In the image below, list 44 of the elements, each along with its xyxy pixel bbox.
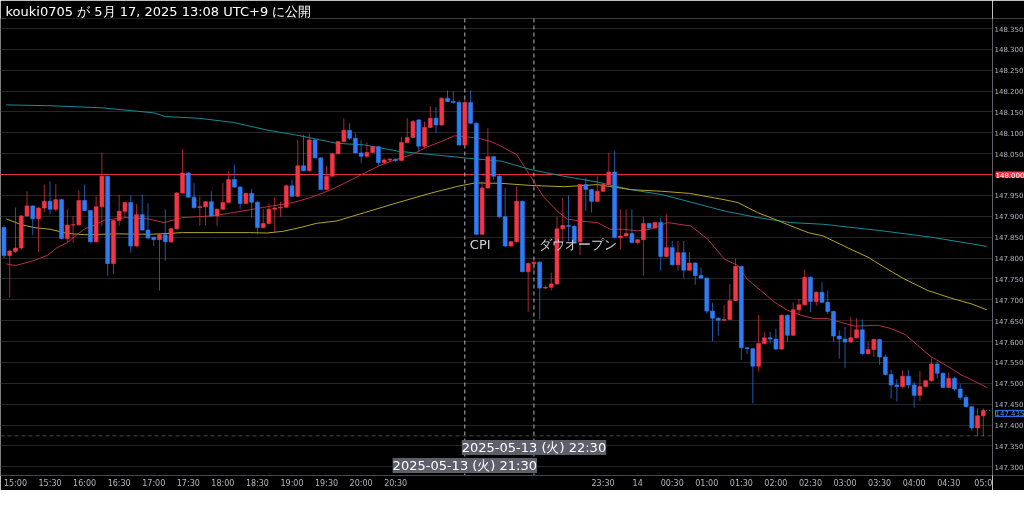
candlestick xyxy=(163,208,168,262)
ref-line-label: CPI xyxy=(469,237,491,253)
candlestick xyxy=(860,318,865,356)
x-tick-label: 00:30 xyxy=(660,478,684,488)
x-tick-label: 02:30 xyxy=(798,478,822,488)
x-tick-label: 01:00 xyxy=(695,478,719,488)
candlestick xyxy=(629,208,635,244)
x-tick-label: 03:00 xyxy=(833,478,857,488)
candlestick xyxy=(681,240,686,279)
x-tick-label: 20:00 xyxy=(349,478,373,488)
x-tick-label: 18:00 xyxy=(211,478,235,488)
candlestick xyxy=(53,183,59,212)
candlestick xyxy=(30,204,36,236)
x-tick-label: 20:30 xyxy=(384,478,408,488)
x-tick-label: 16:00 xyxy=(73,478,97,488)
x-tick-label: 18:30 xyxy=(245,478,269,488)
x-tick-label: 17:00 xyxy=(142,478,166,488)
annotation: 2025-05-13 (火) 21:30 xyxy=(392,458,538,473)
candlestick xyxy=(785,313,790,343)
x-tick-label: 15:00 xyxy=(3,478,28,488)
x-tick-label: 05:0 xyxy=(974,478,993,488)
candlestick xyxy=(433,106,439,134)
candlestick xyxy=(664,213,669,258)
x-tick-label: 19:30 xyxy=(315,478,339,488)
candlestick xyxy=(157,233,162,292)
candlestick xyxy=(675,240,681,272)
x-tick-label: 15:30 xyxy=(38,478,62,488)
x-tick-label: 14 xyxy=(632,478,643,488)
x-tick-label: 23:30 xyxy=(591,478,615,488)
x-tick-label: 01:30 xyxy=(729,478,753,488)
x-tick-label: 04:30 xyxy=(937,478,961,488)
candlestick xyxy=(669,240,675,267)
x-tick-label: 19:00 xyxy=(280,478,304,488)
candlestick xyxy=(301,134,306,172)
x-tick-label: 04:00 xyxy=(902,478,926,488)
text: kouki0705 が 5月 17, 2025 13:08 UTC+9 に公開 xyxy=(5,3,312,19)
candlestick xyxy=(209,190,214,218)
x-tick-label: 17:30 xyxy=(176,478,200,488)
x-tick-label: 16:30 xyxy=(107,478,131,488)
annotation: 2025-05-13 (火) 22:30 xyxy=(461,440,607,455)
x-tick-label: 03:30 xyxy=(868,478,892,488)
candlestick xyxy=(900,369,905,389)
candlestick xyxy=(47,180,53,215)
x-tick-label: 02:00 xyxy=(764,478,788,488)
